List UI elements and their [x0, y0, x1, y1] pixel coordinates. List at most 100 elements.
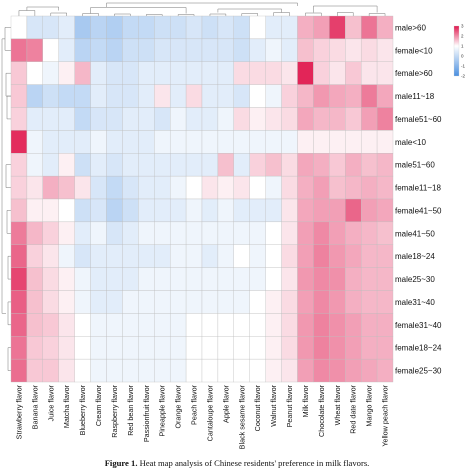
heatmap-cell: [201, 130, 219, 154]
heatmap-cell: [376, 130, 394, 154]
heatmap-cell: [10, 61, 28, 85]
heatmap-cell: [201, 290, 219, 314]
row-label: female<10: [395, 46, 433, 55]
dendrogram-branch: [7, 255, 11, 280]
heatmap-cell: [329, 130, 346, 154]
heatmap-cell: [26, 107, 44, 131]
heatmap-cell: [345, 244, 362, 268]
heatmap-cell: [74, 336, 91, 360]
heatmap-cell: [360, 130, 378, 154]
heatmap-cell: [233, 221, 250, 245]
heatmap-cell: [360, 61, 378, 85]
heatmap-cell: [10, 15, 28, 40]
heatmap-cell: [281, 267, 298, 291]
heatmap-cell: [74, 244, 91, 268]
heatmap-cell: [10, 198, 28, 223]
heatmap-cell: [169, 244, 187, 268]
heatmap-cell: [10, 107, 28, 131]
heatmap-cell: [217, 130, 235, 154]
column-label: Passionfruit flavor: [142, 384, 151, 442]
heatmap-cell: [106, 221, 123, 245]
heatmap-cell: [138, 130, 155, 154]
heatmap-cell: [329, 198, 346, 223]
heatmap-cell: [185, 84, 203, 108]
heatmap-cell: [122, 290, 139, 314]
row-label: male51~60: [395, 161, 435, 170]
heatmap-cell: [90, 198, 107, 223]
heatmap-cell: [376, 84, 394, 108]
heatmap-cell: [138, 153, 155, 177]
heatmap-cell: [249, 175, 266, 200]
heatmap-cell: [360, 38, 378, 62]
heatmap-cell: [297, 198, 314, 223]
heatmap-cell: [138, 107, 155, 131]
heatmap-cell: [233, 313, 250, 337]
legend-tick-label: 2: [461, 34, 464, 39]
heatmap-cell: [42, 221, 59, 245]
heatmap-cell: [138, 38, 155, 62]
heatmap-cell: [297, 175, 314, 200]
heatmap-cell: [122, 221, 139, 245]
heatmap-cell: [42, 130, 59, 154]
heatmap-cell: [154, 107, 171, 131]
heatmap-cell: [249, 358, 266, 383]
heatmap-cell: [313, 130, 330, 154]
row-label: female51~60: [395, 115, 442, 124]
heatmap-cell: [201, 15, 219, 40]
heatmap-cell: [106, 358, 123, 383]
dendrogram-branch: [26, 6, 59, 11]
heatmap-cell: [345, 175, 362, 200]
heatmap-cell: [345, 313, 362, 337]
heatmap-cell: [138, 313, 155, 337]
heatmap-cell: [217, 107, 235, 131]
heatmap-cell: [74, 15, 91, 40]
heatmap-cell: [265, 336, 282, 360]
dendrogram-branch: [217, 8, 282, 13]
heatmap-cell: [42, 358, 59, 383]
heatmap-cell: [185, 61, 203, 85]
heatmap-cell: [169, 84, 187, 108]
heatmap-cell: [376, 336, 394, 360]
heatmap-cell: [345, 15, 362, 40]
heatmap-cell: [376, 153, 394, 177]
heatmap-cell: [10, 38, 28, 62]
row-label: female11~18: [395, 184, 441, 193]
heatmap-cell: [360, 198, 378, 223]
heatmap-cell: [185, 153, 203, 177]
heatmap-cell: [297, 244, 314, 268]
dendrogram-branch: [313, 5, 378, 13]
dendrogram-branch: [305, 12, 322, 16]
dendrogram-branch: [5, 164, 11, 188]
heatmap-cell: [360, 107, 378, 131]
heatmap-cell: [26, 267, 44, 291]
heatmap-cell: [329, 358, 346, 383]
heatmap-cell: [265, 38, 282, 62]
heatmap-cell: [376, 221, 394, 245]
heatmap-cell: [217, 358, 235, 383]
heatmap-cell: [169, 107, 187, 131]
heatmap-cell: [169, 267, 187, 291]
heatmap-cell: [217, 244, 235, 268]
color-legend-bar: [453, 25, 460, 77]
heatmap-cell: [265, 153, 282, 177]
heatmap-cell: [42, 107, 59, 131]
heatmap-cell: [265, 244, 282, 268]
heatmap-cell: [313, 290, 330, 314]
heatmap-cell: [249, 221, 266, 245]
heatmap-cell: [26, 130, 44, 154]
heatmap-cell: [26, 244, 44, 268]
heatmap-cell: [138, 84, 155, 108]
heatmap-cell: [297, 358, 314, 383]
legend-tick-label: 3: [461, 24, 464, 29]
heatmap-cell: [138, 198, 155, 223]
heatmap-cell: [154, 267, 171, 291]
column-label: Banana flavor: [30, 384, 39, 429]
heatmap-cell: [329, 267, 346, 291]
heatmap-cell: [58, 61, 75, 85]
column-label: Milk flavor: [301, 384, 310, 417]
heatmap-cell: [265, 61, 282, 85]
heatmap-cell: [90, 107, 107, 131]
heatmap-cell: [90, 61, 107, 85]
heatmap-cell: [313, 244, 330, 268]
heatmap-cell: [265, 290, 282, 314]
